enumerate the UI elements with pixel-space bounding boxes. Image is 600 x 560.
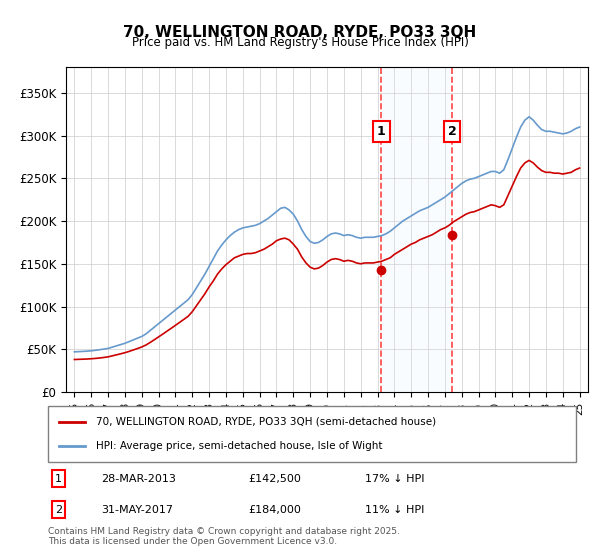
Text: Price paid vs. HM Land Registry's House Price Index (HPI): Price paid vs. HM Land Registry's House … [131, 36, 469, 49]
Text: 1: 1 [55, 474, 62, 484]
Text: 70, WELLINGTON ROAD, RYDE, PO33 3QH: 70, WELLINGTON ROAD, RYDE, PO33 3QH [124, 25, 476, 40]
Text: 28-MAR-2013: 28-MAR-2013 [101, 474, 176, 484]
Text: Contains HM Land Registry data © Crown copyright and database right 2025.
This d: Contains HM Land Registry data © Crown c… [48, 526, 400, 546]
Text: HPI: Average price, semi-detached house, Isle of Wight: HPI: Average price, semi-detached house,… [95, 441, 382, 451]
Text: 11% ↓ HPI: 11% ↓ HPI [365, 505, 424, 515]
Text: £184,000: £184,000 [248, 505, 302, 515]
FancyBboxPatch shape [48, 406, 576, 462]
Text: 1: 1 [377, 125, 386, 138]
Text: 31-MAY-2017: 31-MAY-2017 [101, 505, 173, 515]
Text: 2: 2 [448, 125, 457, 138]
Text: £142,500: £142,500 [248, 474, 302, 484]
Text: 70, WELLINGTON ROAD, RYDE, PO33 3QH (semi-detached house): 70, WELLINGTON ROAD, RYDE, PO33 3QH (sem… [95, 417, 436, 427]
Text: 2: 2 [55, 505, 62, 515]
Text: 17% ↓ HPI: 17% ↓ HPI [365, 474, 424, 484]
